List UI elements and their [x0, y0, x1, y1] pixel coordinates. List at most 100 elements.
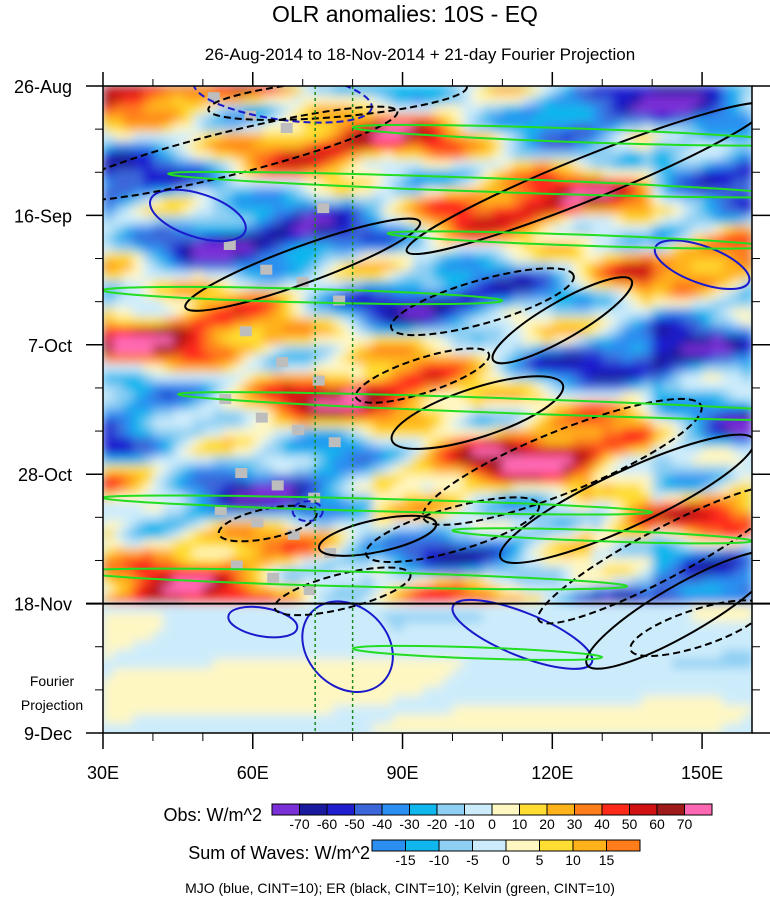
- field-cell: [602, 363, 613, 374]
- field-cell: [442, 659, 454, 669]
- field-cell: [532, 723, 543, 733]
- field-cell: [462, 215, 474, 226]
- field-cell: [472, 659, 484, 669]
- field-cell: [103, 659, 114, 669]
- field-cell: [232, 640, 244, 651]
- field-cell: [602, 492, 613, 503]
- field-cell: [342, 317, 354, 327]
- field-cell: [472, 86, 484, 96]
- field-cell: [492, 483, 503, 494]
- field-cell: [742, 640, 752, 651]
- field-cell: [572, 196, 583, 207]
- field-cell: [522, 677, 533, 688]
- field-cell: [302, 622, 314, 632]
- field-cell: [742, 335, 752, 346]
- field-cell: [252, 187, 264, 198]
- field-cell: [302, 538, 314, 549]
- field-cell: [232, 594, 244, 605]
- field-cell: [442, 418, 454, 429]
- field-cell: [662, 483, 673, 494]
- field-cell: [352, 474, 364, 485]
- field-cell: [492, 381, 503, 392]
- field-cell: [442, 317, 454, 327]
- field-cell: [572, 354, 583, 364]
- field-cell: [262, 483, 274, 494]
- field-cell: [202, 289, 214, 300]
- field-cell: [562, 594, 573, 605]
- field-cell: [312, 686, 324, 697]
- field-cell: [362, 326, 374, 337]
- field-cell: [402, 344, 414, 355]
- field-cell: [352, 280, 364, 290]
- field-cell: [162, 686, 174, 697]
- field-cell: [502, 122, 513, 133]
- field-cell: [142, 575, 154, 586]
- field-cell: [712, 566, 723, 577]
- obsBar-tick-label: 70: [677, 816, 693, 832]
- field-cell: [592, 252, 603, 263]
- field-cell: [103, 705, 114, 716]
- field-cell: [222, 113, 234, 124]
- field-cell: [732, 520, 743, 531]
- field-cell: [512, 252, 523, 263]
- field-cell: [272, 335, 284, 346]
- field-cell: [202, 529, 214, 540]
- field-cell: [362, 622, 374, 632]
- field-cell: [692, 455, 703, 466]
- field-cell: [442, 548, 454, 558]
- field-cell: [642, 307, 653, 318]
- field-cell: [682, 686, 693, 697]
- field-cell: [582, 178, 593, 189]
- field-cell: [562, 169, 573, 180]
- field-cell: [122, 400, 134, 411]
- field-cell: [432, 603, 444, 614]
- field-cell: [132, 104, 144, 115]
- field-cell: [562, 307, 573, 318]
- field-cell: [542, 261, 553, 272]
- field-cell: [562, 159, 573, 170]
- field-cell: [152, 474, 164, 485]
- forecast-label-line2: Projection: [21, 697, 83, 713]
- field-cell: [432, 363, 444, 374]
- field-cell: [272, 252, 284, 263]
- field-cell: [152, 585, 164, 595]
- field-cell: [412, 677, 424, 688]
- field-cell: [552, 696, 563, 706]
- field-cell: [322, 372, 334, 383]
- field-cell: [402, 307, 414, 318]
- field-cell: [622, 95, 633, 106]
- obsBar-box: [684, 803, 713, 816]
- field-cell: [322, 187, 334, 198]
- field-cell: [152, 261, 164, 272]
- field-cell: [422, 594, 434, 605]
- field-cell: [182, 594, 194, 605]
- field-cell: [582, 492, 593, 503]
- field-cell: [192, 141, 204, 152]
- field-cell: [632, 363, 643, 374]
- field-cell: [282, 298, 294, 309]
- field-cell: [662, 354, 673, 364]
- field-cell: [462, 640, 474, 651]
- field-cell: [212, 280, 224, 290]
- field-cell: [342, 206, 354, 216]
- field-cell: [502, 141, 513, 152]
- field-cell: [172, 122, 184, 133]
- field-cell: [322, 529, 334, 540]
- field-cell: [522, 612, 533, 623]
- field-cell: [512, 520, 523, 531]
- field-cell: [482, 474, 493, 485]
- field-cell: [522, 474, 533, 485]
- field-cell: [442, 696, 454, 706]
- field-cell: [502, 169, 513, 180]
- field-cell: [242, 659, 254, 669]
- field-cell: [442, 668, 454, 679]
- field-cell: [332, 668, 344, 679]
- field-cell: [262, 705, 274, 716]
- field-cell: [482, 104, 493, 115]
- field-cell: [572, 529, 583, 540]
- field-cell: [132, 677, 144, 688]
- field-cell: [622, 649, 633, 660]
- field-cell: [552, 483, 563, 494]
- field-cell: [192, 224, 204, 235]
- field-cell: [382, 622, 394, 632]
